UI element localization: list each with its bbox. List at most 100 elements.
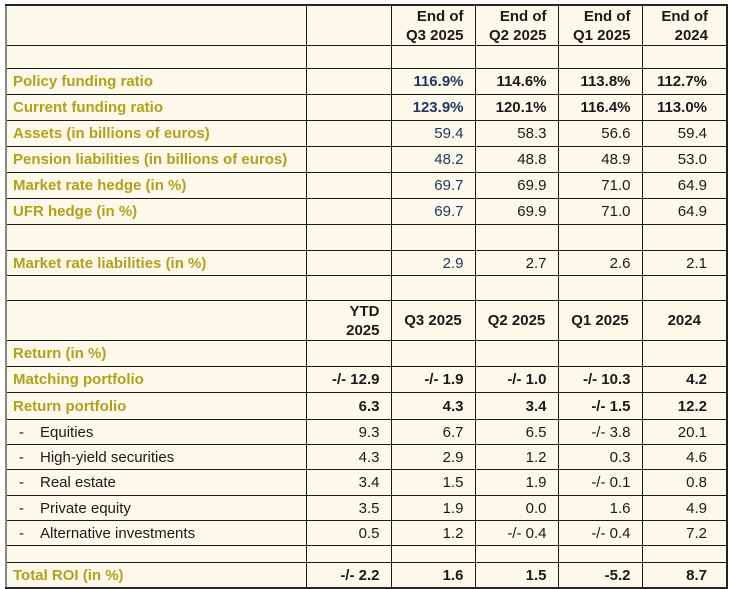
empty-cell	[641, 45, 728, 69]
spacer-row	[5, 545, 728, 563]
column-header-end-of-q1-2025: End of Q1 2025	[557, 4, 643, 46]
value-cell: 1.6	[557, 495, 643, 521]
value-cell: -/- 1.0	[474, 366, 559, 393]
row-ufr-hedge: UFR hedge (in %) 69.7 69.9 71.0 64.9	[5, 198, 728, 225]
empty-cell	[474, 275, 559, 301]
value-cell: 1.6	[390, 562, 476, 589]
empty-cell	[474, 45, 559, 69]
list-dash: -	[19, 524, 24, 542]
pension-fund-quarterly-report-table: End of Q3 2025 End of Q2 2025 End of Q1 …	[5, 4, 728, 589]
value-cell: 6.5	[474, 419, 559, 445]
value-cell: 56.6	[557, 120, 643, 147]
empty-cell	[305, 275, 392, 301]
empty-cell	[5, 545, 307, 563]
empty-cell	[5, 275, 307, 301]
value-cell: 120.1%	[474, 94, 559, 121]
value-cell: 48.2	[390, 146, 476, 173]
empty-cell	[5, 300, 307, 341]
empty-cell	[557, 340, 643, 367]
value-cell: 2.7	[474, 250, 559, 276]
value-cell: 113.8%	[557, 68, 643, 95]
value-cell: 0.5	[305, 520, 392, 546]
row-assets: Assets (in billions of euros) 59.4 58.3 …	[5, 120, 728, 147]
empty-corner-cell	[5, 4, 307, 46]
row-label: - Private equity	[5, 495, 307, 521]
value-cell: 48.8	[474, 146, 559, 173]
column-header-ytd-2025: YTD 2025	[305, 300, 392, 341]
row-label: Return (in %)	[5, 340, 307, 367]
value-cell: 112.7%	[641, 68, 728, 95]
empty-cell	[390, 224, 476, 251]
value-cell: 69.7	[390, 198, 476, 225]
value-cell: 71.0	[557, 172, 643, 199]
value-cell: -/- 2.2	[305, 562, 392, 589]
row-alternative-investments: - Alternative investments 0.5 1.2 -/- 0.4…	[5, 520, 728, 546]
row-return-portfolio: Return portfolio 6.3 4.3 3.4 -/- 1.5 12.…	[5, 392, 728, 420]
bottom-header-row: YTD 2025 Q3 2025 Q2 2025 Q1 2025 2024	[5, 300, 728, 341]
spacer-row	[5, 45, 728, 69]
column-header-q2-2025: Q2 2025	[474, 300, 559, 341]
value-cell: 1.5	[474, 562, 559, 589]
value-cell: 69.7	[390, 172, 476, 199]
row-label: Current funding ratio	[5, 94, 307, 121]
value-cell: 2.1	[641, 250, 728, 276]
value-cell: 1.2	[474, 444, 559, 470]
value-cell: 3.4	[305, 469, 392, 496]
empty-cell	[641, 275, 728, 301]
row-pension-liabilities: Pension liabilities (in billions of euro…	[5, 146, 728, 173]
empty-cell	[305, 68, 392, 95]
value-cell: 53.0	[641, 146, 728, 173]
sub-row-label: Alternative investments	[40, 524, 196, 542]
value-cell: 1.9	[390, 495, 476, 521]
empty-cell	[305, 172, 392, 199]
value-cell: 7.2	[641, 520, 728, 546]
row-label: - Real estate	[5, 469, 307, 496]
list-dash: -	[19, 474, 24, 491]
value-cell: 71.0	[557, 198, 643, 225]
value-cell: 123.9%	[390, 94, 476, 121]
value-cell: 4.3	[305, 444, 392, 470]
value-cell: -/- 10.3	[557, 366, 643, 393]
row-label: - High-yield securities	[5, 444, 307, 470]
value-cell: -/- 1.9	[390, 366, 476, 393]
value-cell: 113.0%	[641, 94, 728, 121]
value-cell: 4.9	[641, 495, 728, 521]
value-cell: -/- 3.8	[557, 419, 643, 445]
spacer-row	[5, 275, 728, 301]
row-private-equity: - Private equity 3.5 1.9 0.0 1.6 4.9	[5, 495, 728, 521]
value-cell: 20.1	[641, 419, 728, 445]
row-label: UFR hedge (in %)	[5, 198, 307, 225]
value-cell: 69.9	[474, 198, 559, 225]
row-market-rate-hedge: Market rate hedge (in %) 69.7 69.9 71.0 …	[5, 172, 728, 199]
empty-cell	[474, 340, 559, 367]
value-cell: 12.2	[641, 392, 728, 420]
value-cell: -/- 0.1	[557, 469, 643, 496]
empty-cell	[5, 45, 307, 69]
value-cell: 4.6	[641, 444, 728, 470]
empty-cell	[557, 545, 643, 563]
sub-row-label: Real estate	[40, 474, 116, 491]
value-cell: 69.9	[474, 172, 559, 199]
row-return-section-title: Return (in %)	[5, 340, 728, 367]
empty-cell	[474, 545, 559, 563]
row-current-funding-ratio: Current funding ratio 123.9% 120.1% 116.…	[5, 94, 728, 121]
row-policy-funding-ratio: Policy funding ratio 116.9% 114.6% 113.8…	[5, 68, 728, 95]
row-real-estate: - Real estate 3.4 1.5 1.9 -/- 0.1 0.8	[5, 469, 728, 496]
value-cell: 116.9%	[390, 68, 476, 95]
list-dash: -	[19, 499, 24, 517]
column-header-end-of-q3-2025: End of Q3 2025	[390, 4, 476, 46]
value-cell: 6.3	[305, 392, 392, 420]
row-label: - Alternative investments	[5, 520, 307, 546]
value-cell: 6.7	[390, 419, 476, 445]
value-cell: 9.3	[305, 419, 392, 445]
empty-cell	[305, 198, 392, 225]
column-header-q3-2025: Q3 2025	[390, 300, 476, 341]
row-total-roi: Total ROI (in %) -/- 2.2 1.6 1.5 -5.2 8.…	[5, 562, 728, 589]
value-cell: 3.5	[305, 495, 392, 521]
value-cell: -/- 0.4	[557, 520, 643, 546]
column-header-q1-2025: Q1 2025	[557, 300, 643, 341]
value-cell: -/- 1.5	[557, 392, 643, 420]
empty-cell	[390, 340, 476, 367]
value-cell: 0.0	[474, 495, 559, 521]
value-cell: 2.9	[390, 250, 476, 276]
